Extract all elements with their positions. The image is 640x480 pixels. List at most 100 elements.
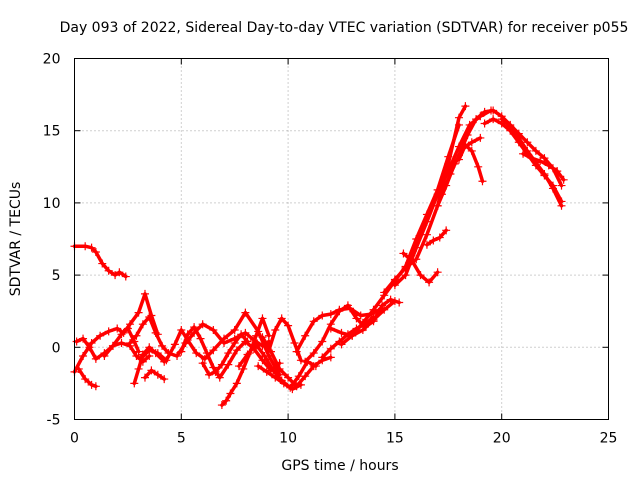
data-point: [209, 325, 218, 334]
data-point: [284, 321, 293, 330]
data-point: [79, 351, 88, 360]
data-point: [523, 146, 532, 155]
data-point: [115, 268, 124, 277]
data-point: [380, 288, 389, 297]
data-point: [243, 350, 252, 359]
data-point: [335, 307, 344, 316]
data-point: [87, 380, 96, 389]
data-point: [454, 113, 463, 122]
data-point: [301, 331, 310, 340]
data-point: [467, 146, 476, 155]
data-point: [416, 271, 425, 280]
data-point: [79, 334, 88, 343]
data-point: [230, 338, 239, 347]
data-point: [326, 324, 335, 333]
data-point: [395, 298, 404, 307]
data-point: [540, 154, 549, 163]
data-point: [352, 314, 361, 323]
data-point: [145, 312, 154, 321]
data-point: [474, 162, 483, 171]
data-point: [230, 325, 239, 334]
data-point: [117, 338, 126, 347]
series-arc-16: [264, 314, 305, 365]
data-point: [356, 311, 365, 320]
data-point: [369, 305, 378, 314]
data-point: [461, 141, 470, 150]
data-point: [275, 364, 284, 373]
data-point: [158, 341, 167, 350]
x-tick-label: 15: [386, 431, 404, 447]
data-point: [309, 317, 318, 326]
data-point: [215, 373, 224, 382]
data-point: [217, 401, 226, 410]
data-point: [205, 370, 214, 379]
data-point: [309, 349, 318, 358]
data-point: [262, 367, 271, 376]
data-point: [123, 324, 132, 333]
data-point: [260, 351, 269, 360]
grid: [74, 58, 609, 420]
data-point: [264, 331, 273, 340]
data-point: [557, 181, 566, 190]
data-point: [461, 102, 470, 111]
data-point: [239, 364, 248, 373]
data-point: [209, 363, 218, 372]
data-point: [290, 338, 299, 347]
data-point: [429, 236, 438, 245]
data-point: [258, 314, 267, 323]
data-point: [358, 318, 367, 327]
data-point: [433, 201, 442, 210]
data-point: [252, 340, 261, 349]
data-point: [234, 362, 243, 371]
data-point: [100, 351, 109, 360]
data-point: [98, 259, 107, 268]
data-point: [358, 325, 367, 334]
data-point: [132, 351, 141, 360]
data-point: [190, 323, 199, 332]
data-point: [454, 155, 463, 164]
series-line: [521, 152, 566, 182]
data-point: [390, 281, 399, 290]
x-tick-label: 25: [600, 431, 618, 447]
data-point: [476, 133, 485, 142]
data-point: [425, 278, 434, 287]
series-arc-15: [258, 333, 335, 391]
series-arc-22: [380, 102, 470, 297]
data-point: [196, 334, 205, 343]
data-point: [553, 167, 562, 176]
data-point: [177, 325, 186, 334]
y-tick-label: 5: [52, 268, 61, 284]
data-point: [198, 320, 207, 329]
data-point: [145, 346, 154, 355]
data-point: [407, 256, 416, 265]
data-point: [548, 184, 557, 193]
data-point: [117, 330, 126, 339]
data-point: [519, 149, 528, 158]
data-point: [254, 362, 263, 371]
series-arc-4: [74, 364, 100, 391]
data-point: [126, 320, 135, 329]
x-tick-label: 20: [493, 431, 511, 447]
data-point: [401, 271, 410, 280]
data-point: [284, 373, 293, 382]
data-point: [91, 247, 100, 256]
data-point: [559, 175, 568, 184]
data-point: [162, 356, 171, 365]
data-point: [318, 337, 327, 346]
x-tick-label: 10: [279, 431, 297, 447]
data-point: [232, 379, 241, 388]
data-point: [132, 331, 141, 340]
data-point: [130, 379, 139, 388]
data-point: [113, 324, 122, 333]
data-point: [252, 331, 261, 340]
data-point: [140, 373, 149, 382]
data-point: [433, 268, 442, 277]
plot-frame: [74, 58, 609, 420]
series-line: [294, 306, 384, 354]
data-point: [422, 217, 431, 226]
data-point: [514, 133, 523, 142]
data-point: [232, 346, 241, 355]
data-point: [243, 337, 252, 346]
series-line: [425, 228, 448, 247]
